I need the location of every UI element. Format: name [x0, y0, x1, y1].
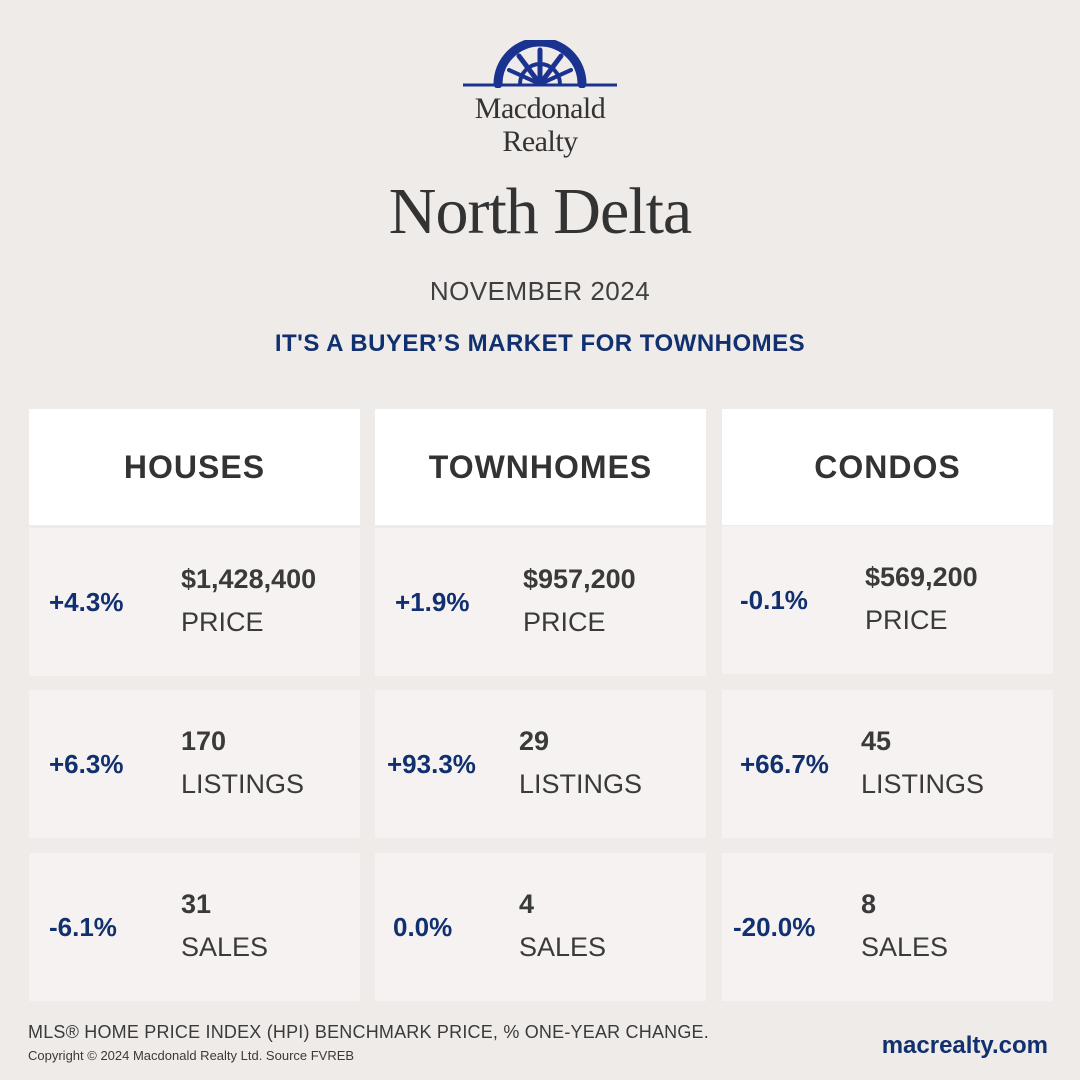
stat-value: $569,200	[865, 562, 978, 592]
brand-name-line1: Macdonald	[474, 92, 606, 125]
brand-logo: Macdonald Realty	[0, 40, 1080, 158]
townhomes-sales-cell: 0.0% 4 SALES	[375, 853, 706, 1001]
townhomes-listings-cell: +93.3% 29 LISTINGS	[375, 690, 706, 838]
percent-change: -0.1%	[740, 584, 808, 615]
houses-price-cell: +4.3% $1,428,400 PRICE	[29, 528, 360, 676]
stat-value: 8	[861, 889, 877, 919]
sunburst-arch-logo-icon	[463, 40, 617, 88]
townhomes-price-cell: +1.9% $957,200 PRICE	[375, 528, 706, 676]
stat-block: $569,200 PRICE	[865, 526, 978, 674]
stat-value: $957,200	[523, 564, 636, 594]
stat-value: 4	[519, 889, 535, 919]
percent-change: +6.3%	[49, 748, 124, 779]
stat-block: 170 LISTINGS	[181, 690, 304, 838]
stat-block: $957,200 PRICE	[523, 528, 636, 676]
column-header-townhomes: TOWNHOMES	[375, 409, 706, 525]
condos-sales-cell: -20.0% 8 SALES	[722, 853, 1053, 1001]
percent-change: -6.1%	[49, 911, 117, 942]
stat-block: 29 LISTINGS	[519, 690, 642, 838]
copyright: Copyright © 2024 Macdonald Realty Ltd. S…	[28, 1048, 355, 1063]
stat-value: $1,428,400	[181, 564, 317, 594]
column-header-condos: CONDOS	[722, 409, 1053, 525]
area-title: North Delta	[388, 175, 692, 248]
column-header-houses: HOUSES	[29, 409, 360, 525]
percent-change: 0.0%	[393, 911, 453, 942]
stat-value: 45	[861, 726, 892, 756]
stat-block: 4 SALES	[519, 853, 606, 1001]
percent-change: +1.9%	[395, 586, 470, 617]
stat-value: 31	[181, 889, 212, 919]
stat-block: $1,428,400 PRICE	[181, 528, 316, 676]
footnote: MLS® HOME PRICE INDEX (HPI) BENCHMARK PR…	[28, 1022, 709, 1042]
percent-change: +93.3%	[387, 748, 476, 779]
percent-change: +66.7%	[740, 748, 829, 779]
stat-block: 8 SALES	[861, 853, 948, 1001]
percent-change: +4.3%	[49, 586, 124, 617]
percent-change: -20.0%	[733, 911, 816, 942]
stat-value: 29	[519, 726, 550, 756]
houses-listings-cell: +6.3% 170 LISTINGS	[29, 690, 360, 838]
stat-label: LISTINGS	[181, 769, 305, 799]
stat-block: 45 LISTINGS	[861, 690, 984, 838]
stat-label: LISTINGS	[861, 769, 985, 799]
stat-value: 170	[181, 726, 227, 756]
stat-label: PRICE	[181, 607, 264, 637]
website-link[interactable]: macrealty.com	[881, 1032, 1048, 1059]
houses-sales-cell: -6.1% 31 SALES	[29, 853, 360, 1001]
report-month: NOVEMBER 2024	[429, 276, 651, 306]
stat-label: SALES	[181, 932, 269, 962]
stat-block: 31 SALES	[181, 853, 268, 1001]
stat-label: LISTINGS	[519, 769, 643, 799]
stat-label: PRICE	[523, 607, 606, 637]
stat-label: PRICE	[865, 605, 948, 635]
condos-listings-cell: +66.7% 45 LISTINGS	[722, 690, 1053, 838]
market-headline: IT'S A BUYER’S MARKET FOR TOWNHOMES	[274, 330, 806, 357]
condos-price-cell: -0.1% $569,200 PRICE	[722, 526, 1053, 674]
stat-label: SALES	[519, 932, 607, 962]
brand-name-line2: Realty	[502, 125, 578, 158]
stat-label: SALES	[861, 932, 949, 962]
